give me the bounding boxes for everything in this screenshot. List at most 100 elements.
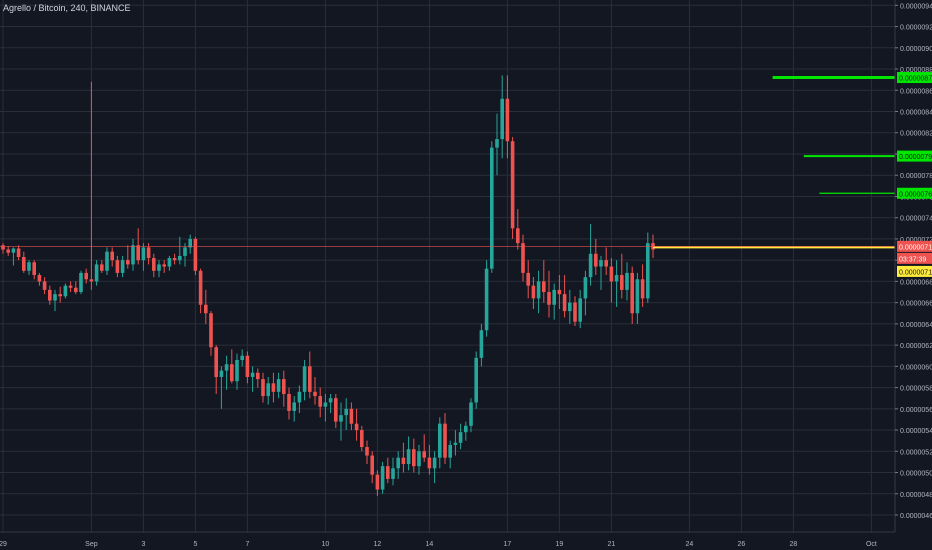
candle-body xyxy=(37,275,42,282)
candle xyxy=(531,277,536,310)
candle-body xyxy=(126,260,130,265)
candle-body xyxy=(313,391,317,397)
candle xyxy=(1,243,5,254)
candle xyxy=(318,387,322,418)
candle xyxy=(432,451,437,484)
candle-body xyxy=(516,228,520,244)
candle-body xyxy=(562,294,567,312)
candle-body xyxy=(89,279,94,282)
candle xyxy=(370,451,374,484)
candle-body xyxy=(568,302,572,312)
candle xyxy=(526,260,530,299)
candle xyxy=(100,260,104,273)
svg-text:03:37:39: 03:37:39 xyxy=(899,256,926,263)
candle-body xyxy=(505,98,510,142)
candle-body xyxy=(110,251,114,261)
candle xyxy=(490,141,494,273)
candle-body xyxy=(183,247,187,256)
candle-body xyxy=(536,281,541,299)
candle xyxy=(422,434,426,462)
candle-body xyxy=(48,289,52,301)
time-tick-label: 28 xyxy=(790,541,798,548)
candle xyxy=(292,396,296,422)
candle xyxy=(79,270,83,295)
candle xyxy=(131,238,135,271)
candle xyxy=(469,398,473,433)
candle xyxy=(386,457,390,484)
candle-body xyxy=(271,383,276,392)
candle xyxy=(484,260,489,337)
candle-body xyxy=(412,449,416,467)
candle xyxy=(287,387,291,420)
candle-body xyxy=(635,279,640,314)
candle-body xyxy=(490,147,494,269)
candle xyxy=(614,260,619,307)
candle-body xyxy=(474,357,478,403)
candle xyxy=(271,372,276,403)
candle xyxy=(583,270,588,316)
candle xyxy=(479,323,484,367)
candle xyxy=(500,75,504,159)
candle xyxy=(505,75,510,159)
candle-body xyxy=(230,364,234,382)
candle-body xyxy=(453,442,458,445)
candle xyxy=(110,247,114,267)
candle xyxy=(167,255,172,271)
candle-body xyxy=(204,304,208,314)
candle xyxy=(230,349,234,384)
candle-body xyxy=(406,449,411,465)
candle xyxy=(412,438,416,473)
candle xyxy=(562,275,567,318)
candle-body xyxy=(318,396,322,407)
candle-body xyxy=(302,366,307,392)
candle xyxy=(157,260,161,278)
candle xyxy=(360,425,364,452)
candle xyxy=(235,353,239,390)
candle xyxy=(464,421,468,441)
candle-body xyxy=(214,347,218,377)
time-tick-label: 26 xyxy=(738,541,746,548)
candle-body xyxy=(495,139,499,148)
svg-text:0.00000763: 0.00000763 xyxy=(899,191,932,198)
candle-body xyxy=(282,379,286,394)
candle-body xyxy=(542,281,546,293)
candle-body xyxy=(625,272,629,290)
candle xyxy=(188,234,192,254)
time-tick-label: 5 xyxy=(193,541,197,548)
time-tick-label: 17 xyxy=(504,541,512,548)
candle-body xyxy=(235,359,239,382)
candle-body xyxy=(588,253,593,278)
time-tick-label: 10 xyxy=(322,541,330,548)
candle xyxy=(339,402,343,441)
candle xyxy=(214,345,218,394)
svg-text:0.00000872: 0.00000872 xyxy=(899,76,932,83)
candle-body xyxy=(438,423,442,458)
candle-body xyxy=(1,245,5,250)
candle-body xyxy=(547,292,551,305)
candle xyxy=(16,245,21,261)
candle-body xyxy=(250,372,255,377)
level-label-872: 0.00000872 xyxy=(897,72,932,84)
candle xyxy=(510,136,515,239)
time-axis[interactable]: 29 Sep 3 5 7 10 12 14 17 19 21 24 26 28 Oct xyxy=(0,531,895,550)
time-tick-label: 21 xyxy=(608,541,616,548)
candle-body xyxy=(422,451,426,458)
candle xyxy=(401,442,406,473)
candle xyxy=(599,255,603,290)
candle-body xyxy=(500,98,504,140)
candle xyxy=(448,440,452,469)
candle-body xyxy=(365,447,369,456)
candle xyxy=(219,366,224,409)
candle xyxy=(323,393,328,422)
candle xyxy=(120,255,125,278)
